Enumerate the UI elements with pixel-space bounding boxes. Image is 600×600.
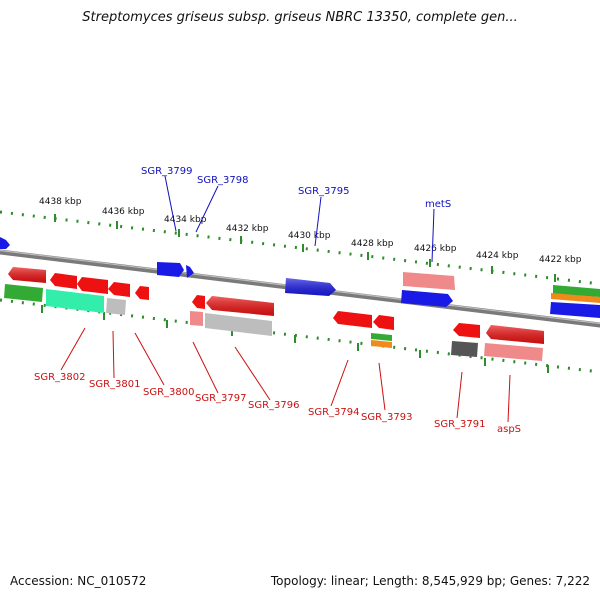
reverse-gene[interactable] <box>4 284 43 302</box>
scale-label: 4422 kbp <box>539 255 582 265</box>
gene-label-sgr-3795[interactable]: SGR_3795 <box>298 186 350 197</box>
scale-label: 4438 kbp <box>39 197 82 207</box>
reverse-gene[interactable] <box>77 277 108 294</box>
reverse-gene[interactable] <box>192 295 205 309</box>
scale-label: 4428 kbp <box>351 239 394 249</box>
reverse-gene[interactable] <box>135 286 149 300</box>
lower-major-ticks <box>41 305 549 373</box>
forward-gene[interactable] <box>553 285 600 297</box>
upper-scale-line <box>0 210 600 286</box>
accession-text: Accession: NC_010572 <box>10 574 147 588</box>
scale-label: 4434 kbp <box>164 215 207 225</box>
forward-gene[interactable] <box>550 302 600 318</box>
reverse-gene[interactable] <box>205 313 272 336</box>
forward-gene[interactable] <box>186 265 194 278</box>
scale-label: 4430 kbp <box>288 231 331 241</box>
reverse-gene[interactable] <box>484 343 543 361</box>
reverse-gene[interactable] <box>50 273 77 289</box>
reverse-gene[interactable] <box>371 340 392 348</box>
gene-label-sgr-3797[interactable]: SGR_3797 <box>195 393 247 404</box>
reverse-gene[interactable] <box>108 282 130 297</box>
reverse-gene[interactable] <box>453 323 480 338</box>
gene-label-sgr-3796[interactable]: SGR_3796 <box>248 400 300 411</box>
scale-label: 4436 kbp <box>102 207 145 217</box>
map-title: Streptomyces griseus subsp. griseus NBRC… <box>82 10 518 25</box>
forward-gene[interactable] <box>403 272 455 290</box>
gene-label-sgr-3794[interactable]: SGR_3794 <box>308 407 360 418</box>
scale-label: 4424 kbp <box>476 251 519 261</box>
gene-label-sgr-3800[interactable]: SGR_3800 <box>143 387 195 398</box>
reverse-gene[interactable] <box>451 341 478 357</box>
reverse-gene[interactable] <box>106 298 126 315</box>
gene-label-mets[interactable]: metS <box>425 199 451 210</box>
forward-gene[interactable] <box>157 262 184 277</box>
gene-label-asps[interactable]: aspS <box>497 424 521 435</box>
gene-label-sgr-3799[interactable]: SGR_3799 <box>141 166 193 177</box>
gene-label-sgr-3791[interactable]: SGR_3791 <box>434 419 486 430</box>
forward-gene[interactable] <box>401 290 453 307</box>
reverse-gene[interactable] <box>190 311 203 326</box>
reverse-gene[interactable] <box>373 315 394 330</box>
reverse-gene[interactable] <box>46 289 104 313</box>
gene-label-sgr-3802[interactable]: SGR_3802 <box>34 372 86 383</box>
upper-major-ticks <box>54 214 556 282</box>
scale-label: 4432 kbp <box>226 224 269 234</box>
reverse-leaders <box>60 327 511 423</box>
gene-label-sgr-3798[interactable]: SGR_3798 <box>197 175 249 186</box>
gene-label-sgr-3801[interactable]: SGR_3801 <box>89 379 141 390</box>
topology-text: Topology: linear; Length: 8,545,929 bp; … <box>270 574 590 588</box>
scale-label: 4426 kbp <box>414 244 457 254</box>
forward-gene[interactable] <box>0 237 10 249</box>
gene-shading <box>8 267 544 344</box>
reverse-gene[interactable] <box>371 333 392 341</box>
reverse-gene[interactable] <box>333 311 372 328</box>
gene-label-sgr-3793[interactable]: SGR_3793 <box>361 412 413 423</box>
forward-leaders <box>164 175 435 263</box>
forward-gene[interactable] <box>551 293 600 303</box>
